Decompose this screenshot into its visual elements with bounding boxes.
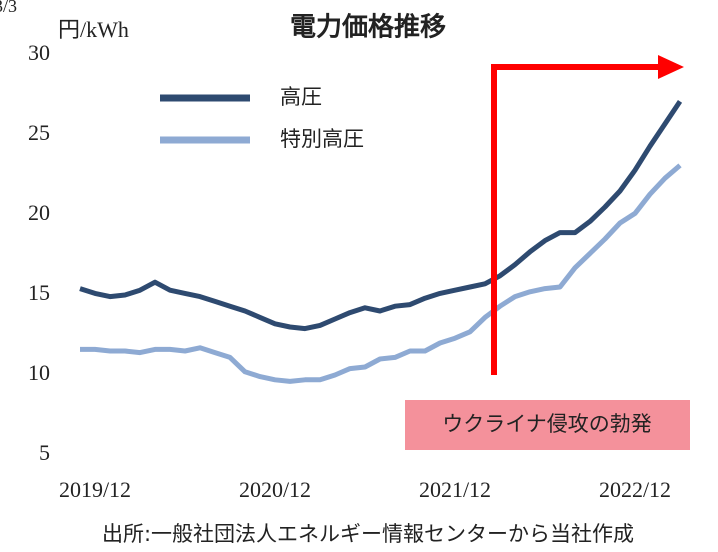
series-line [80,163,682,384]
x-tick-label: 2022/12 [599,477,671,502]
y-tick-label: 30 [28,40,50,65]
y-tick-label: 20 [28,200,50,225]
legend-label: 特別高圧 [280,127,364,151]
y-tick-label: 5 [39,440,50,465]
annotation: ウクライナ侵攻の勃発 [442,412,652,436]
y-axis-label: 円/kWh [58,17,129,42]
series-line [79,100,683,332]
y-tick-label: 10 [28,360,50,385]
chart-title: 電力価格推移 [290,12,446,43]
y-tick-label: 25 [28,120,50,145]
x-tick-label: 2019/12 [59,477,131,502]
source: 出所:一般社団法人エネルギー情報センターから当社作成 [102,522,634,546]
x-tick-label: 2021/12 [419,477,491,502]
plot [79,100,683,384]
arrow-head [658,55,684,79]
annotation-box [405,400,690,450]
page-label: 3/3 [0,0,17,16]
x-tick-label: 2020/12 [239,477,311,502]
arrow [491,64,660,375]
y-tick-label: 15 [28,280,50,305]
legend-label: 高圧 [280,85,322,109]
